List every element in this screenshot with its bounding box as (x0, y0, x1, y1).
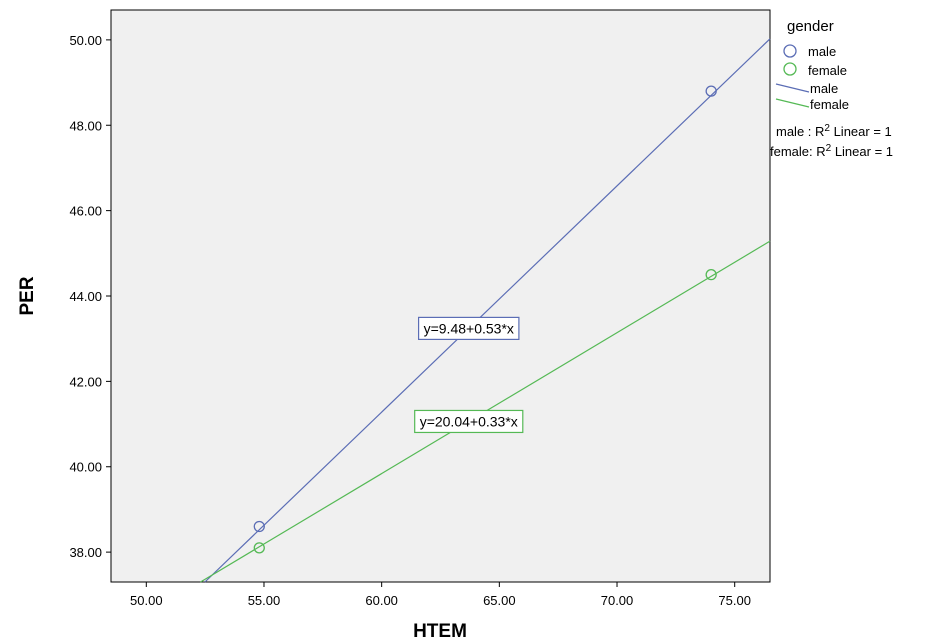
x-tick-label: 60.00 (365, 593, 398, 608)
legend-title: gender (787, 18, 834, 35)
female-equation-text: y=20.04+0.33*x (420, 413, 518, 429)
y-tick-label: 38.00 (69, 545, 102, 560)
y-tick-label: 48.00 (69, 118, 102, 133)
data-points (253, 85, 717, 554)
male-equation-label: y=9.48+0.53*x (417, 316, 520, 340)
axis-ticks: 50.00 55.00 60.00 65.00 70.00 75.00 38.00 40.00… (69, 33, 751, 608)
female-data-point (705, 269, 717, 281)
legend-female-line-label: female (810, 97, 849, 112)
legend-female-marker (783, 62, 797, 76)
y-tick-label: 40.00 (69, 460, 102, 475)
male-fit-line (204, 38, 771, 583)
x-axis-title: HTEM (413, 621, 467, 642)
male-equation-text: y=9.48+0.53*x (424, 320, 514, 336)
x-tick-label: 55.00 (248, 593, 281, 608)
male-data-point (705, 85, 717, 97)
female-equation-box (414, 409, 524, 434)
legend-male-marker-label: male (808, 44, 836, 59)
x-tick-label: 65.00 (483, 593, 516, 608)
legend-male-line (775, 83, 810, 93)
plot-area (110, 9, 771, 583)
legend: gender male female male female male : R2… (770, 18, 893, 159)
x-tick-label: 75.00 (718, 593, 751, 608)
x-tick-label: 70.00 (601, 593, 634, 608)
male-equation-box (417, 316, 520, 340)
fit-equation-labels: y=9.48+0.53*x y=20.04+0.33*x (414, 316, 524, 434)
female-data-point (253, 542, 265, 554)
y-tick-label: 50.00 (69, 33, 102, 48)
legend-male-marker (783, 44, 797, 58)
y-tick-label: 46.00 (69, 204, 102, 219)
legend-r2-female: female: R2 Linear = 1 (770, 143, 893, 159)
y-tick-label: 44.00 (69, 289, 102, 304)
y-axis-title: PER (17, 276, 38, 315)
y-tick-label: 42.00 (69, 374, 102, 389)
legend-female-marker-label: female (808, 63, 847, 78)
male-data-point (253, 520, 265, 533)
female-equation-label: y=20.04+0.33*x (414, 409, 524, 434)
legend-r2-male: male : R2 Linear = 1 (776, 123, 892, 139)
legend-male-line-label: male (810, 81, 838, 96)
legend-female-line (775, 98, 810, 108)
x-tick-label: 50.00 (130, 593, 163, 608)
